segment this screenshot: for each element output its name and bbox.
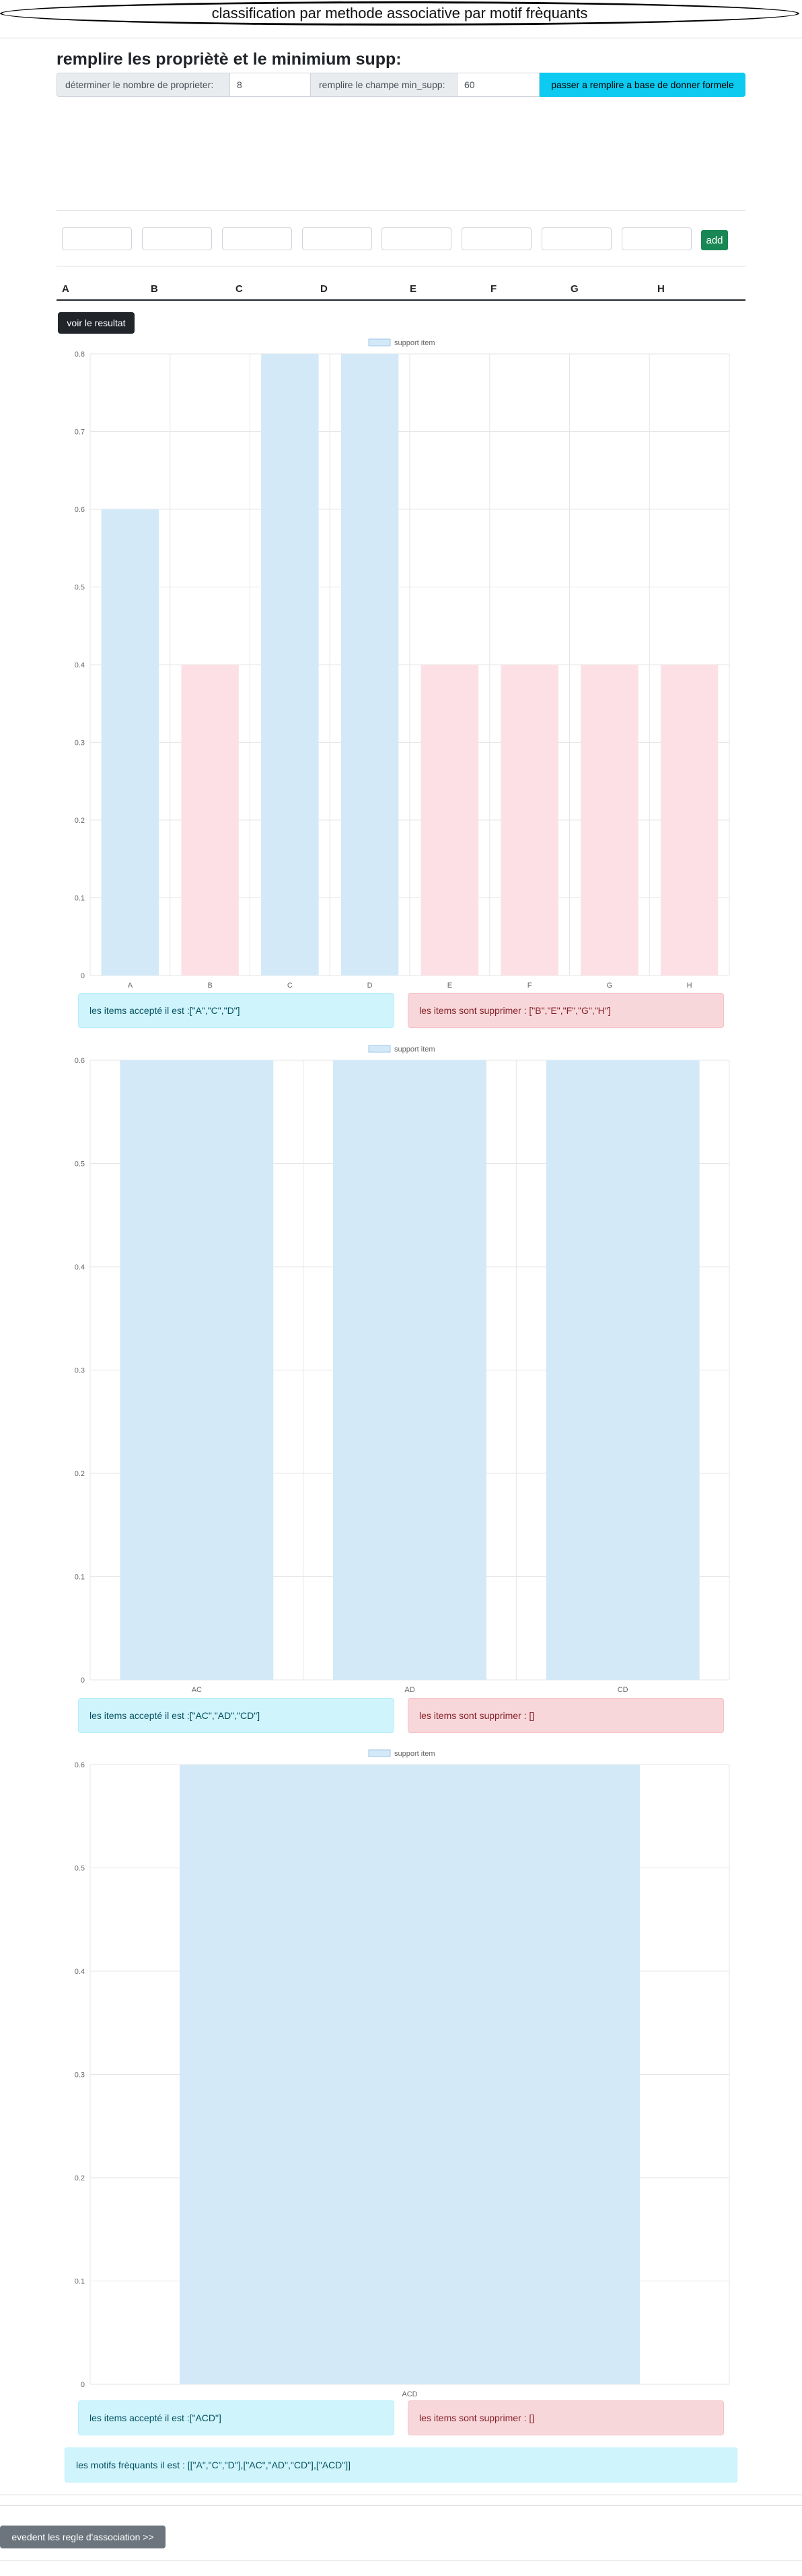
app-title: classification par methode associative p… (0, 1, 799, 26)
rejected-items-alert-1: les items sont supprimer : ["B","E","F",… (408, 993, 724, 1028)
y-tick-label: 0.1 (75, 895, 85, 903)
bar-b (181, 665, 239, 976)
table-header-rule (57, 299, 745, 301)
y-tick-label: 0.8 (75, 351, 85, 359)
bar-c (261, 354, 319, 976)
bar-acd (180, 1765, 640, 2384)
bar-e (421, 665, 479, 976)
bar-cd (546, 1060, 700, 1680)
bar-f (501, 665, 558, 976)
x-tick-label: G (607, 982, 613, 990)
support-chart-level-1: support item 0 0.1 0.2 0.3 0.4 0.5 0.6 0.7 0.8 A B C… (75, 338, 730, 990)
x-tick-label: C (287, 982, 293, 990)
y-tick-label: 0.3 (75, 2071, 85, 2080)
legend-label: support item (394, 1045, 435, 1054)
y-tick-label: 0.4 (75, 1968, 85, 1976)
x-tick-label: ACD (402, 2390, 417, 2398)
y-tick-label: 0.4 (75, 1263, 85, 1272)
divider (0, 2505, 802, 2506)
column-header-e: E (410, 283, 417, 295)
property-input-e[interactable] (381, 227, 451, 250)
property-input-b[interactable] (142, 227, 212, 250)
y-tick-label: 0.5 (75, 1161, 85, 1169)
x-tick-label: CD (618, 1686, 628, 1694)
legend-label: support item (394, 339, 435, 347)
x-tick-label: H (687, 982, 692, 990)
page-heading: remplire les propriètè et le minimium su… (57, 50, 402, 69)
bar-d (340, 354, 399, 976)
rejected-items-alert-2: les items sont supprimer : [] (408, 1698, 724, 1733)
y-tick-label: 0.1 (75, 2278, 85, 2286)
min-supp-input[interactable]: 60 (458, 73, 540, 97)
property-input-f[interactable] (462, 227, 532, 250)
props-count-input[interactable]: 8 (230, 73, 311, 97)
bar-h (660, 665, 719, 976)
support-chart-level-2: support item 0 0.1 0.2 0.3 0.4 0.5 0.6 AC AD CD (75, 1045, 730, 1694)
support-chart-level-3: support item 0 0.1 0.2 0.3 0.4 0.5 0.6 ACD (75, 1749, 730, 2398)
legend-label: support item (394, 1750, 435, 1758)
y-tick-label: 0.3 (75, 739, 85, 747)
add-button[interactable]: add (701, 230, 728, 250)
legend-swatch (368, 1749, 391, 1757)
property-input-h[interactable] (622, 227, 692, 250)
legend-swatch (368, 338, 391, 346)
association-rules-button[interactable]: evedent les regle d'association >> (0, 2526, 166, 2548)
column-header-b: B (151, 283, 158, 295)
property-input-c[interactable] (222, 227, 292, 250)
column-header-h: H (657, 283, 665, 295)
y-tick-label: 0.4 (75, 661, 85, 669)
property-input-d[interactable] (302, 227, 372, 250)
props-count-label: déterminer le nombre de proprieter: (57, 73, 230, 97)
y-tick-label: 0 (81, 972, 85, 980)
x-tick-label: AD (404, 1686, 414, 1694)
accepted-items-alert-3: les items accepté il est :["ACD"] (78, 2400, 394, 2435)
divider (57, 210, 745, 211)
accepted-items-alert-2: les items accepté il est :["AC","AD","CD… (78, 1698, 394, 1733)
y-tick-label: 0.2 (75, 817, 85, 825)
bar-a (101, 509, 159, 976)
y-tick-label: 0.2 (75, 2174, 85, 2182)
y-tick-label: 0.7 (75, 429, 85, 437)
legend-swatch (368, 1045, 391, 1053)
x-tick-label: A (128, 982, 133, 990)
bar-ac (120, 1060, 274, 1680)
property-input-a[interactable] (62, 227, 132, 250)
rejected-items-alert-3: les items sont supprimer : [] (408, 2400, 724, 2435)
x-tick-label: E (447, 982, 452, 990)
column-header-g: G (571, 283, 579, 295)
column-header-a: A (62, 283, 69, 295)
accepted-items-alert-1: les items accepté il est :["A","C","D"] (78, 993, 394, 1028)
fill-database-button[interactable]: passer a remplire a base de donner forme… (540, 73, 745, 97)
x-tick-label: F (527, 982, 532, 990)
x-tick-label: D (367, 982, 373, 990)
y-tick-label: 0 (81, 2381, 85, 2389)
frequent-patterns-alert: les motifs frèquants il est : [["A","C",… (65, 2448, 737, 2482)
min-supp-label: remplire le champe min_supp: (311, 73, 458, 97)
y-tick-label: 0.5 (75, 584, 85, 592)
y-tick-label: 0.1 (75, 1574, 85, 1582)
y-tick-label: 0.6 (75, 506, 85, 514)
y-tick-label: 0.6 (75, 1761, 85, 1769)
bar-ad (333, 1060, 486, 1680)
column-header-d: D (320, 283, 328, 295)
y-tick-label: 0.3 (75, 1367, 85, 1375)
y-tick-label: 0.6 (75, 1057, 85, 1065)
x-tick-label: AC (192, 1686, 202, 1694)
y-tick-label: 0.2 (75, 1470, 85, 1478)
show-result-button[interactable]: voir le resultat (58, 312, 135, 334)
y-tick-label: 0.5 (75, 1865, 85, 1873)
y-tick-label: 0 (81, 1677, 85, 1685)
x-tick-label: B (207, 982, 212, 990)
bar-g (581, 665, 639, 976)
column-header-f: F (490, 283, 497, 295)
property-input-g[interactable] (542, 227, 612, 250)
column-header-c: C (235, 283, 243, 295)
